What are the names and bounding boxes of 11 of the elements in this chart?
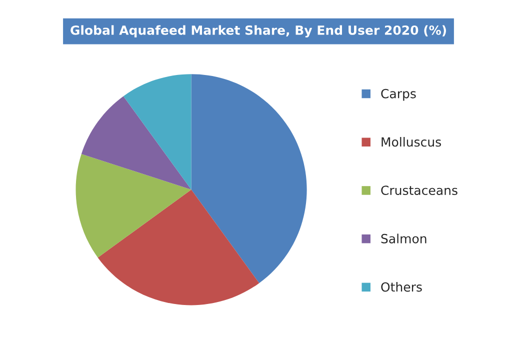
pie-slice [76,154,192,258]
pie-slice [98,190,260,306]
pie-slice [81,96,192,190]
legend-label: Salmon [381,234,426,244]
chart-title: Global Aquafeed Market Share, By End User 2020 (%) [70,25,446,38]
pie-slice [123,74,192,190]
legend-label: Carps [381,88,416,101]
pie-slice [191,74,307,284]
legend-label: Others [381,282,422,292]
legend-label: Molluscus [382,137,441,147]
legend-label: Crustaceans [381,186,458,196]
